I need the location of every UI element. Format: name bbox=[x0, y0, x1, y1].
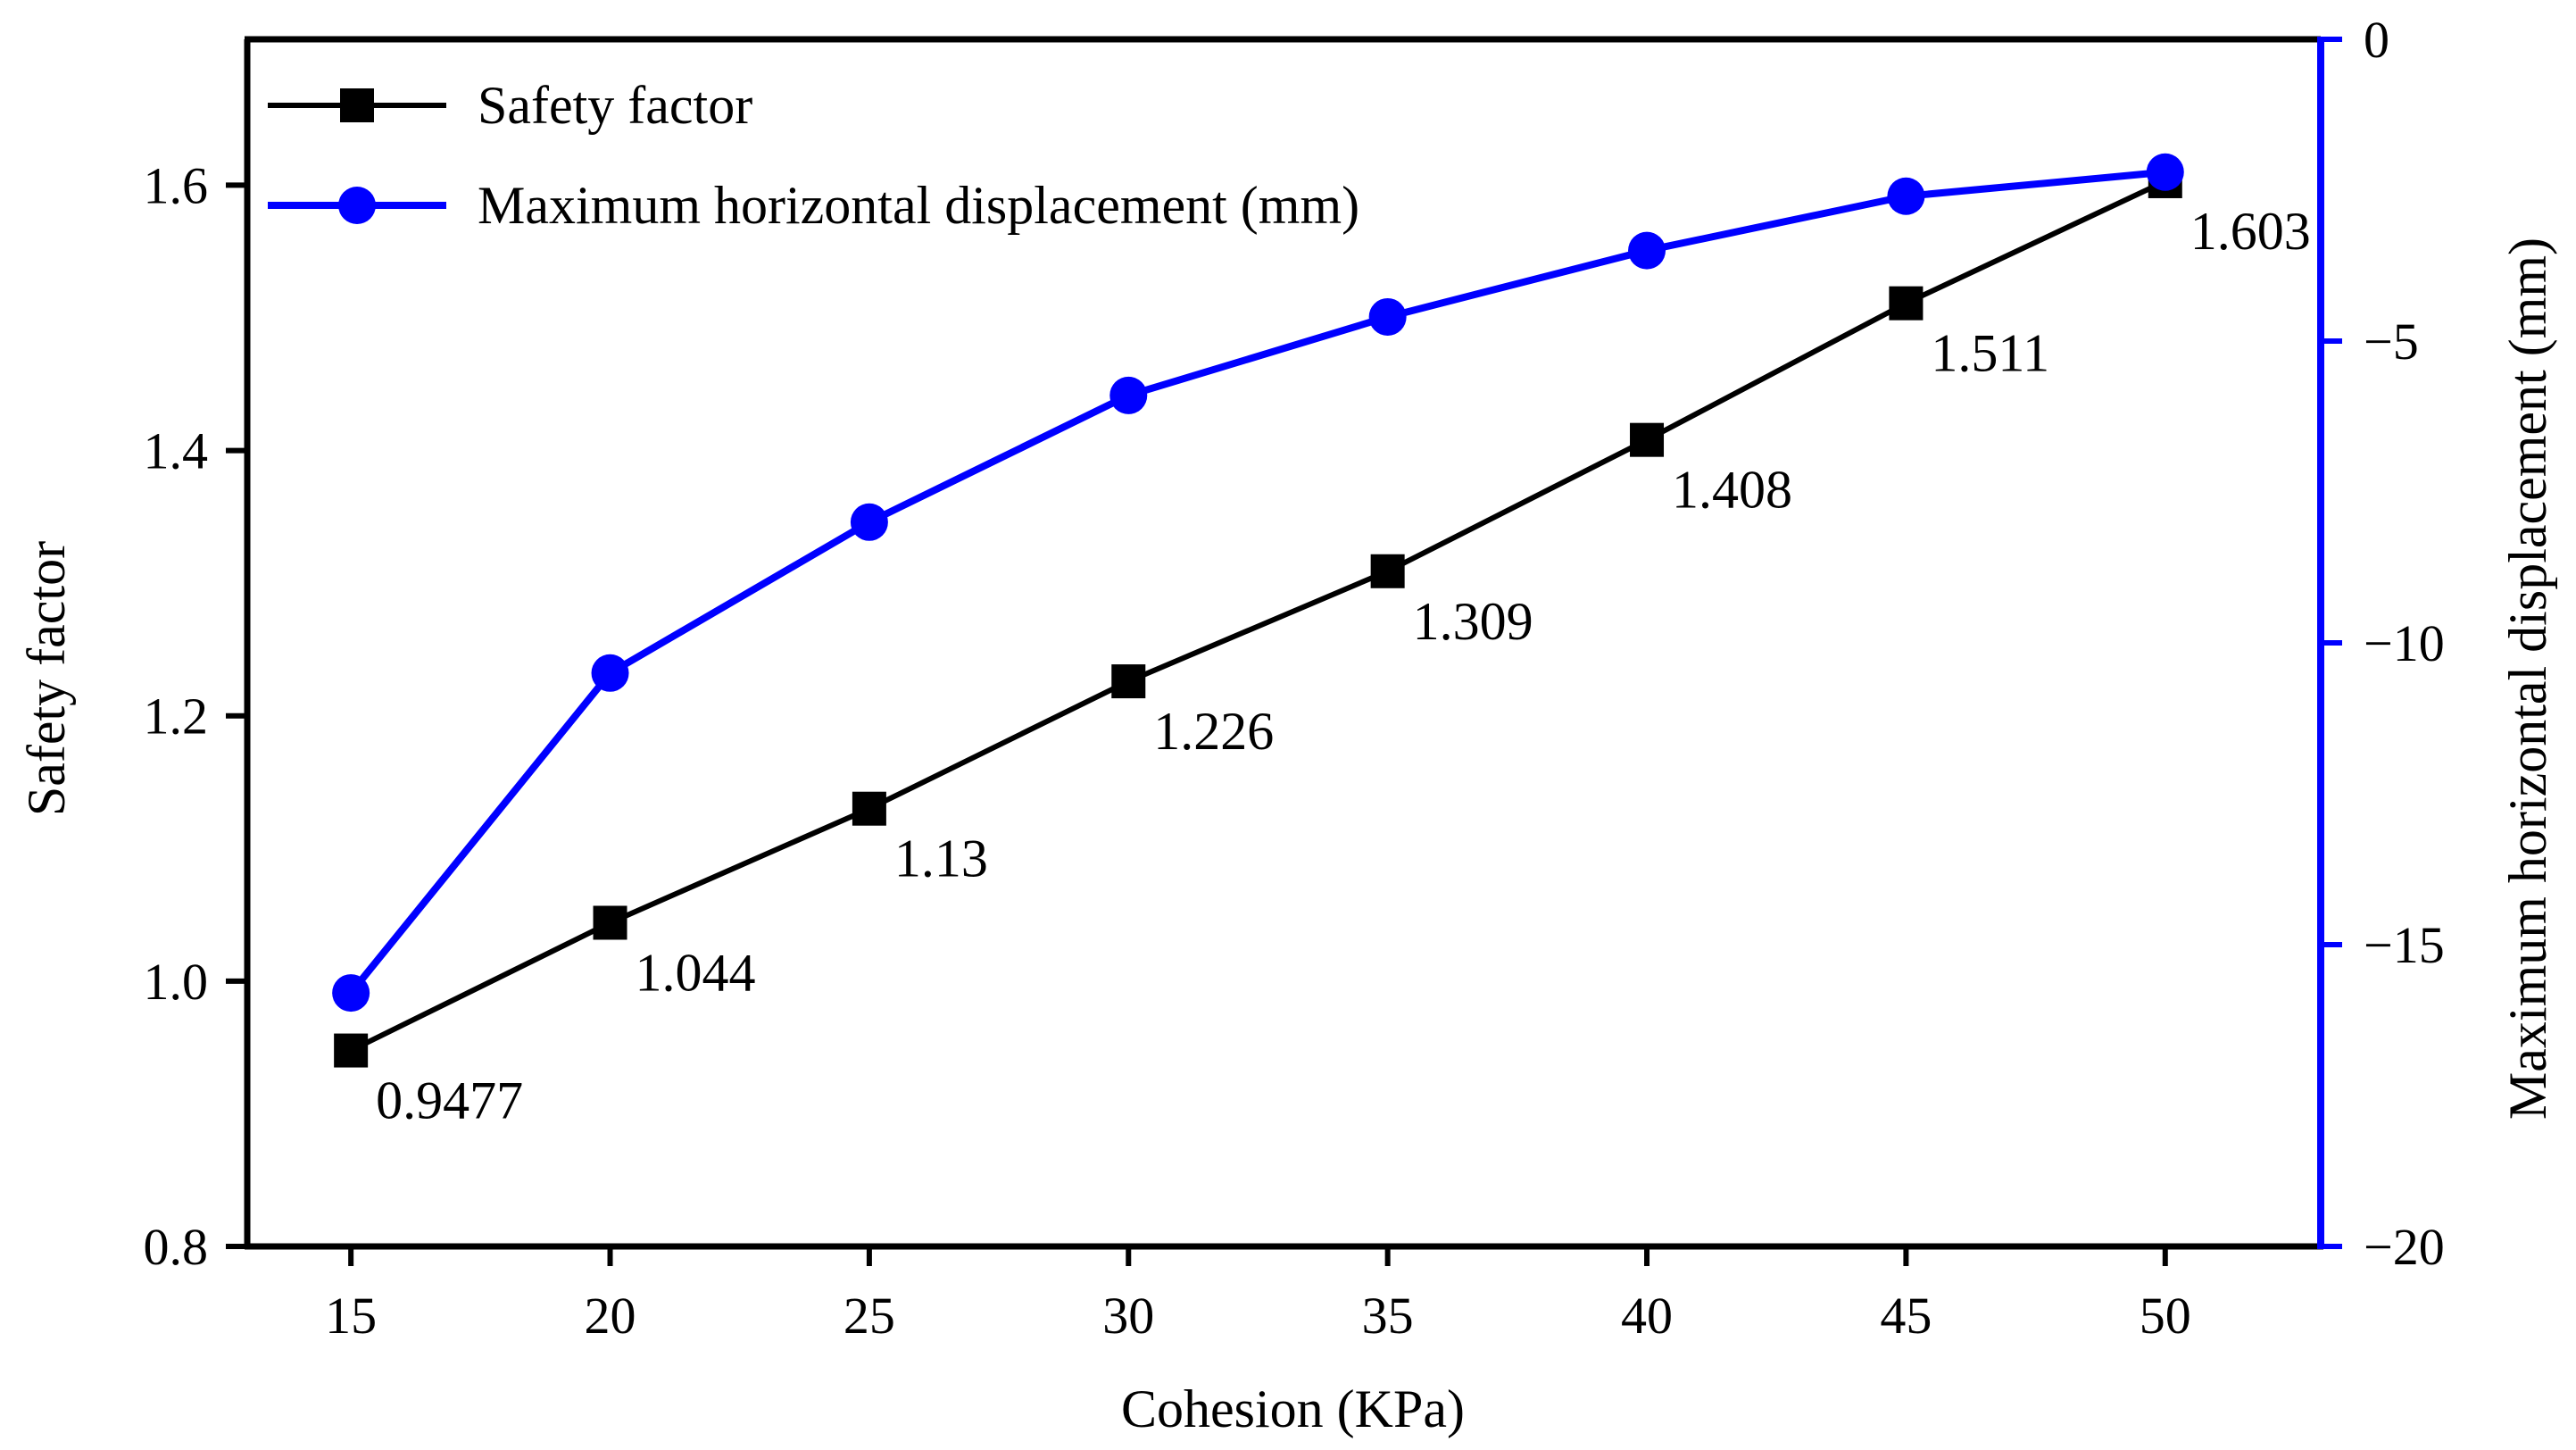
safety-factor-data-label: 1.044 bbox=[636, 943, 756, 1002]
displacement-point bbox=[850, 503, 888, 541]
safety-factor-point bbox=[1111, 664, 1146, 699]
legend-label: Maximum horizontal displacement (mm) bbox=[478, 176, 1359, 235]
x-tick-label: 30 bbox=[1102, 1287, 1154, 1345]
y2-tick-label: −20 bbox=[2364, 1218, 2445, 1276]
displacement-point bbox=[332, 974, 370, 1012]
legend-circle-marker bbox=[338, 187, 376, 224]
y-tick-label: 0.8 bbox=[144, 1218, 209, 1276]
safety-factor-point bbox=[852, 791, 886, 826]
safety-factor-data-label: 1.13 bbox=[894, 829, 988, 888]
y-tick-label: 1.6 bbox=[144, 156, 209, 214]
safety-factor-point bbox=[1889, 286, 1924, 321]
safety-factor-data-label: 1.603 bbox=[2190, 202, 2311, 261]
displacement-point bbox=[1887, 177, 1925, 215]
safety-factor-data-label: 1.511 bbox=[1931, 324, 2049, 383]
displacement-point bbox=[1109, 376, 1148, 414]
y2-tick-label: −5 bbox=[2364, 312, 2419, 371]
x-axis-title: Cohesion (KPa) bbox=[1121, 1379, 1465, 1438]
displacement-point bbox=[2146, 153, 2184, 191]
y-axis-title: Safety factor bbox=[17, 541, 76, 816]
displacement-point bbox=[1368, 297, 1407, 336]
y2-axis-title: Maximum horizontal displacement (mm) bbox=[2498, 238, 2557, 1120]
displacement-point bbox=[1628, 231, 1666, 270]
x-tick-label: 40 bbox=[1621, 1287, 1673, 1345]
safety-factor-data-label: 1.408 bbox=[1672, 461, 1792, 520]
legend-label: Safety factor bbox=[478, 76, 752, 135]
displacement-point bbox=[591, 654, 629, 692]
safety-factor-line bbox=[349, 179, 2167, 1054]
y-tick-label: 1.4 bbox=[144, 422, 209, 480]
y2-tick-label: −10 bbox=[2364, 614, 2445, 672]
safety-factor-data-label: 1.226 bbox=[1153, 702, 1274, 761]
safety-factor-data-label: 0.9477 bbox=[376, 1071, 523, 1130]
x-tick-label: 35 bbox=[1362, 1287, 1414, 1345]
y2-tick-label: −15 bbox=[2364, 916, 2445, 974]
x-tick-label: 25 bbox=[843, 1287, 895, 1345]
safety-factor-point bbox=[1630, 422, 1665, 457]
y2-tick-label: 0 bbox=[2364, 11, 2389, 69]
x-tick-label: 50 bbox=[2140, 1287, 2191, 1345]
safety-factor-point bbox=[593, 905, 627, 940]
safety-factor-data-label: 1.309 bbox=[1413, 592, 1533, 651]
x-tick-label: 20 bbox=[585, 1287, 636, 1345]
x-tick-label: 45 bbox=[1880, 1287, 1932, 1345]
y-tick-label: 1.2 bbox=[144, 688, 209, 746]
safety-factor-point bbox=[334, 1033, 369, 1068]
legend: Safety factor Maximum horizontal displace… bbox=[268, 76, 1359, 235]
y-tick-label: 1.0 bbox=[144, 953, 209, 1011]
x-tick-label: 15 bbox=[325, 1287, 377, 1345]
displacement-line bbox=[348, 168, 2166, 996]
legend-square-marker bbox=[340, 88, 374, 122]
safety-factor-point bbox=[1370, 554, 1405, 588]
